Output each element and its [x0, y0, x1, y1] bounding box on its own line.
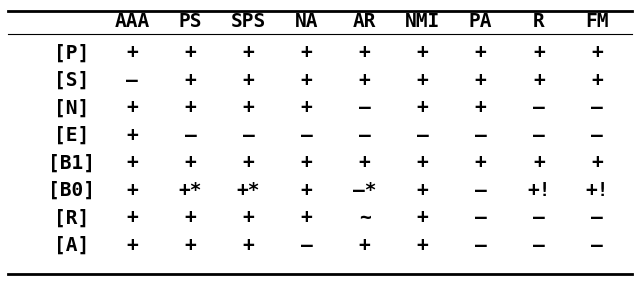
- Text: –: –: [591, 208, 603, 227]
- Text: +: +: [475, 153, 486, 172]
- Text: +: +: [243, 153, 254, 172]
- Text: +: +: [243, 43, 254, 62]
- Text: –: –: [184, 126, 196, 145]
- Text: +!: +!: [527, 181, 550, 200]
- Text: +: +: [359, 153, 371, 172]
- Text: +*: +*: [237, 181, 260, 200]
- Text: +: +: [475, 43, 486, 62]
- Text: –: –: [301, 126, 312, 145]
- Text: +: +: [417, 236, 429, 255]
- Text: –: –: [533, 208, 545, 227]
- Text: +: +: [184, 208, 196, 227]
- Text: +: +: [301, 153, 312, 172]
- Text: –: –: [591, 236, 603, 255]
- Text: +!: +!: [585, 181, 609, 200]
- Text: +: +: [359, 236, 371, 255]
- Text: SPS: SPS: [231, 12, 266, 31]
- Text: –: –: [359, 126, 371, 145]
- Text: [A]: [A]: [54, 236, 90, 255]
- Text: [R]: [R]: [54, 208, 90, 227]
- Text: –: –: [475, 236, 486, 255]
- Text: +: +: [127, 126, 138, 145]
- Text: –: –: [301, 236, 312, 255]
- Text: –: –: [359, 98, 371, 117]
- Text: +: +: [301, 98, 312, 117]
- Text: –: –: [533, 236, 545, 255]
- Text: +: +: [591, 153, 603, 172]
- Text: –: –: [475, 208, 486, 227]
- Text: –: –: [533, 126, 545, 145]
- Text: +: +: [417, 153, 429, 172]
- Text: [P]: [P]: [54, 43, 90, 62]
- Text: –: –: [533, 98, 545, 117]
- Text: –: –: [591, 98, 603, 117]
- Text: +: +: [243, 98, 254, 117]
- Text: –: –: [243, 126, 254, 145]
- Text: AR: AR: [353, 12, 376, 31]
- Text: +: +: [184, 236, 196, 255]
- Text: –: –: [475, 126, 486, 145]
- Text: +: +: [184, 98, 196, 117]
- Text: NMI: NMI: [405, 12, 440, 31]
- Text: +: +: [127, 181, 138, 200]
- Text: +: +: [359, 71, 371, 90]
- Text: +: +: [417, 208, 429, 227]
- Text: +: +: [243, 236, 254, 255]
- Text: FM: FM: [585, 12, 609, 31]
- Text: AAA: AAA: [115, 12, 150, 31]
- Text: +: +: [243, 208, 254, 227]
- Text: [E]: [E]: [54, 126, 90, 145]
- Text: +: +: [127, 236, 138, 255]
- Text: +: +: [127, 153, 138, 172]
- Text: +: +: [127, 98, 138, 117]
- Text: +: +: [359, 43, 371, 62]
- Text: PA: PA: [469, 12, 492, 31]
- Text: [S]: [S]: [54, 71, 90, 90]
- Text: +: +: [475, 98, 486, 117]
- Text: +: +: [243, 71, 254, 90]
- Text: +: +: [301, 208, 312, 227]
- Text: –: –: [591, 126, 603, 145]
- Text: +: +: [533, 71, 545, 90]
- Text: [N]: [N]: [54, 98, 90, 117]
- Text: +: +: [417, 43, 429, 62]
- Text: +: +: [127, 43, 138, 62]
- Text: +: +: [184, 153, 196, 172]
- Text: +: +: [127, 208, 138, 227]
- Text: –: –: [417, 126, 429, 145]
- Text: +: +: [301, 43, 312, 62]
- Text: +: +: [184, 71, 196, 90]
- Text: +: +: [591, 43, 603, 62]
- Text: NA: NA: [295, 12, 318, 31]
- Text: –*: –*: [353, 181, 376, 200]
- Text: +: +: [417, 98, 429, 117]
- Text: +: +: [417, 181, 429, 200]
- Text: [B1]: [B1]: [48, 153, 95, 172]
- Text: –: –: [127, 71, 138, 90]
- Text: +: +: [475, 71, 486, 90]
- Text: +: +: [301, 71, 312, 90]
- Text: +*: +*: [179, 181, 202, 200]
- Text: [B0]: [B0]: [48, 181, 95, 200]
- Text: +: +: [591, 71, 603, 90]
- Text: R: R: [533, 12, 545, 31]
- Text: +: +: [301, 181, 312, 200]
- Text: ~: ~: [359, 208, 371, 227]
- Text: +: +: [533, 43, 545, 62]
- Text: PS: PS: [179, 12, 202, 31]
- Text: –: –: [475, 181, 486, 200]
- Text: +: +: [533, 153, 545, 172]
- Text: +: +: [184, 43, 196, 62]
- Text: +: +: [417, 71, 429, 90]
